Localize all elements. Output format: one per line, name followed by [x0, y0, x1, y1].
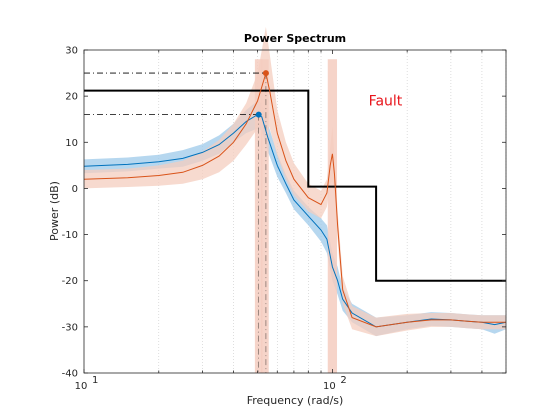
y-tick-label: -10: [62, 230, 78, 241]
y-tick-label: 30: [65, 46, 78, 57]
y-tick-label: -40: [62, 369, 78, 380]
x-tick-label-exponent: 2: [340, 375, 346, 386]
peak-marker: [262, 70, 269, 77]
series-line: [83, 72, 506, 328]
y-tick-label: -30: [62, 322, 78, 333]
confidence-bands: [84, 26, 506, 373]
y-tick-label: 0: [72, 184, 78, 195]
axis-ticks: [83, 49, 507, 374]
y-tick-labels: 30 20 10 0 -10 -20 -30 -40: [62, 46, 78, 380]
chart-title: Power Spectrum: [244, 32, 346, 45]
band-spike: [254, 59, 263, 373]
peak-markers: [255, 70, 269, 118]
y-axis-label: Power (dB): [48, 181, 61, 241]
band-spike: [261, 59, 269, 373]
x-tick-labels: 10 1 10 2: [75, 375, 347, 392]
peak-marker: [255, 111, 262, 118]
y-tick-label: 10: [65, 138, 78, 149]
x-tick-label-exponent: 1: [92, 375, 98, 386]
fault-annotation: Fault: [369, 93, 403, 109]
x-axis-label: Frequency (rad/s): [247, 394, 344, 407]
y-tick-label: 20: [65, 92, 78, 103]
x-tick-label: 10: [323, 381, 336, 392]
series-line: [83, 114, 507, 328]
threshold-step-line: [84, 89, 506, 282]
plot-frame: [83, 49, 507, 374]
band-spike: [327, 59, 338, 373]
y-tick-label: -20: [62, 276, 78, 287]
x-tick-label: 10: [75, 381, 88, 392]
series-lines: [83, 72, 507, 328]
confidence-band: [84, 26, 506, 337]
plot-area: [83, 26, 507, 374]
threshold-lines: [84, 72, 506, 373]
